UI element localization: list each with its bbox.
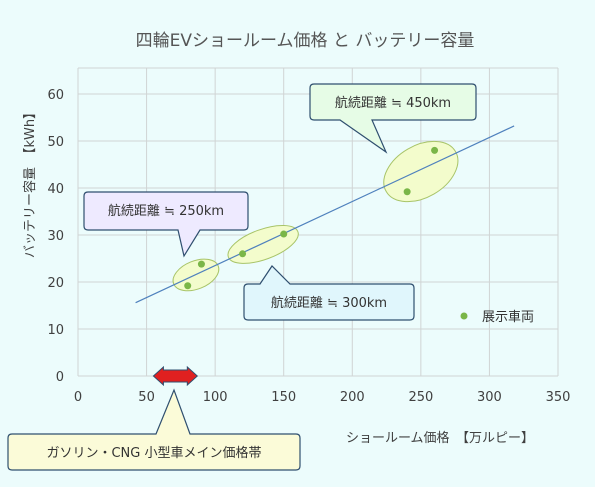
point-2 <box>239 250 247 258</box>
callout-450km: 航続距離 ≒ 450km <box>309 83 477 154</box>
x-tick-4: 200 <box>340 390 365 405</box>
callout-300km-box <box>243 265 415 321</box>
callout-price-band-box <box>7 388 301 471</box>
x-tick-7: 350 <box>546 390 571 405</box>
x-tick-2: 100 <box>203 390 228 405</box>
y-tick-0: 0 <box>56 370 64 385</box>
callout-300km: 航続距離 ≒ 300km <box>243 265 415 321</box>
y-tick-6: 60 <box>47 88 64 103</box>
price-band-arrow <box>152 365 199 387</box>
y-tick-4: 40 <box>47 182 64 197</box>
legend: 展示車両 <box>460 310 534 325</box>
point-4 <box>403 188 411 196</box>
point-3 <box>280 230 288 238</box>
cluster-450km <box>383 140 459 203</box>
callout-450km-text: 航続距離 ≒ 450km <box>335 95 451 111</box>
x-tick-6: 300 <box>477 390 502 405</box>
legend-marker <box>460 312 468 320</box>
x-tick-labels: 0 50 100 150 200 250 300 350 <box>74 390 571 405</box>
callout-250km-text: 航続距離 ≒ 250km <box>108 203 224 219</box>
x-tick-0: 0 <box>74 390 82 405</box>
x-tick-5: 250 <box>408 390 433 405</box>
x-tick-1: 50 <box>138 390 155 405</box>
legend-label: 展示車両 <box>482 310 534 325</box>
callout-price-band-text: ガソリン・CNG 小型車メイン価格帯 <box>46 445 261 461</box>
point-5 <box>431 146 439 154</box>
trendline <box>135 125 515 304</box>
point-0 <box>184 282 192 290</box>
x-axis-label: ショールーム価格 【万ルピー】 <box>346 430 534 446</box>
y-tick-labels: 0 10 20 30 40 50 60 <box>47 88 64 385</box>
callout-450km-box <box>309 83 477 154</box>
callout-price-band: ガソリン・CNG 小型車メイン価格帯 <box>7 388 301 471</box>
y-tick-5: 50 <box>47 135 64 150</box>
y-axis-label: バッテリー容量 【kWh】 <box>22 106 38 258</box>
price-band-shape <box>152 365 199 387</box>
callout-250km: 航続距離 ≒ 250km <box>83 191 249 258</box>
y-tick-3: 30 <box>47 229 64 244</box>
y-tick-2: 20 <box>47 276 64 291</box>
x-tick-3: 150 <box>271 390 296 405</box>
data-points <box>184 146 439 290</box>
point-1 <box>197 260 205 268</box>
callout-250km-box <box>83 191 249 258</box>
callout-300km-text: 航続距離 ≒ 300km <box>271 295 387 311</box>
y-tick-1: 10 <box>47 323 64 338</box>
chart-title: 四輪EVショールーム価格 と バッテリー容量 <box>136 31 475 51</box>
